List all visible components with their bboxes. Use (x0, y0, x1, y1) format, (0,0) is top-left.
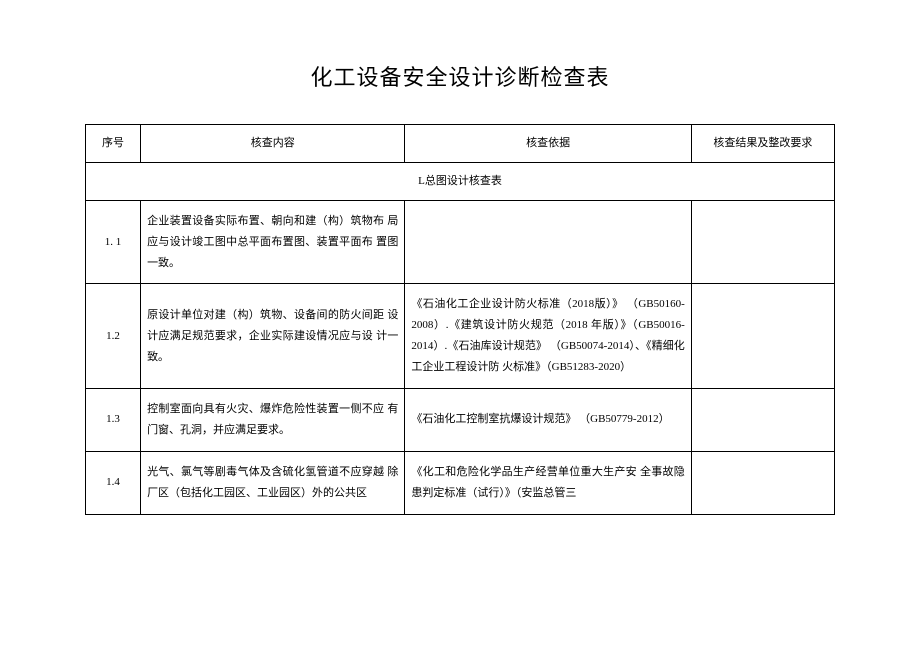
col-header-basis: 核查依据 (405, 125, 691, 163)
cell-content: 光气、氯气等剧毒气体及含硫化氢管道不应穿越 除厂区（包括化工园区、工业园区）外的… (141, 451, 405, 514)
cell-num: 1. 1 (86, 200, 141, 284)
section-row: L总图设计核查表 (86, 162, 835, 200)
checklist-table: 序号 核查内容 核查依据 核查结果及整改要求 L总图设计核查表 1. 1 企业装… (85, 124, 835, 515)
cell-basis: 《化工和危险化学品生产经营单位重大生产安 全事故隐患判定标准（试行）》（安监总管… (405, 451, 691, 514)
cell-basis: 《石油化工企业设计防火标准（2018版）》 （GB50160-2008）.《建筑… (405, 284, 691, 389)
cell-num: 1.3 (86, 389, 141, 452)
cell-content: 控制室面向具有火灾、爆炸危险性装置一侧不应 有门窗、孔洞，并应满足要求。 (141, 389, 405, 452)
section-header: L总图设计核查表 (86, 162, 835, 200)
cell-num: 1.4 (86, 451, 141, 514)
cell-result (691, 389, 834, 452)
col-header-content: 核查内容 (141, 125, 405, 163)
header-row: 序号 核查内容 核查依据 核查结果及整改要求 (86, 125, 835, 163)
cell-content: 企业装置设备实际布置、朝向和建（构）筑物布 局应与设计竣工图中总平面布置图、装置… (141, 200, 405, 284)
cell-basis: 《石油化工控制室抗爆设计规范》 （GB50779-2012） (405, 389, 691, 452)
cell-result (691, 284, 834, 389)
col-header-num: 序号 (86, 125, 141, 163)
table-row: 1.3 控制室面向具有火灾、爆炸危险性装置一侧不应 有门窗、孔洞，并应满足要求。… (86, 389, 835, 452)
cell-content: 原设计单位对建（构）筑物、设备间的防火间距 设计应满足规范要求，企业实际建设情况… (141, 284, 405, 389)
cell-result (691, 200, 834, 284)
page-title: 化工设备安全设计诊断检查表 (85, 60, 835, 92)
table-row: 1.4 光气、氯气等剧毒气体及含硫化氢管道不应穿越 除厂区（包括化工园区、工业园… (86, 451, 835, 514)
cell-result (691, 451, 834, 514)
col-header-result: 核查结果及整改要求 (691, 125, 834, 163)
table-row: 1. 1 企业装置设备实际布置、朝向和建（构）筑物布 局应与设计竣工图中总平面布… (86, 200, 835, 284)
cell-basis (405, 200, 691, 284)
cell-num: 1.2 (86, 284, 141, 389)
table-row: 1.2 原设计单位对建（构）筑物、设备间的防火间距 设计应满足规范要求，企业实际… (86, 284, 835, 389)
